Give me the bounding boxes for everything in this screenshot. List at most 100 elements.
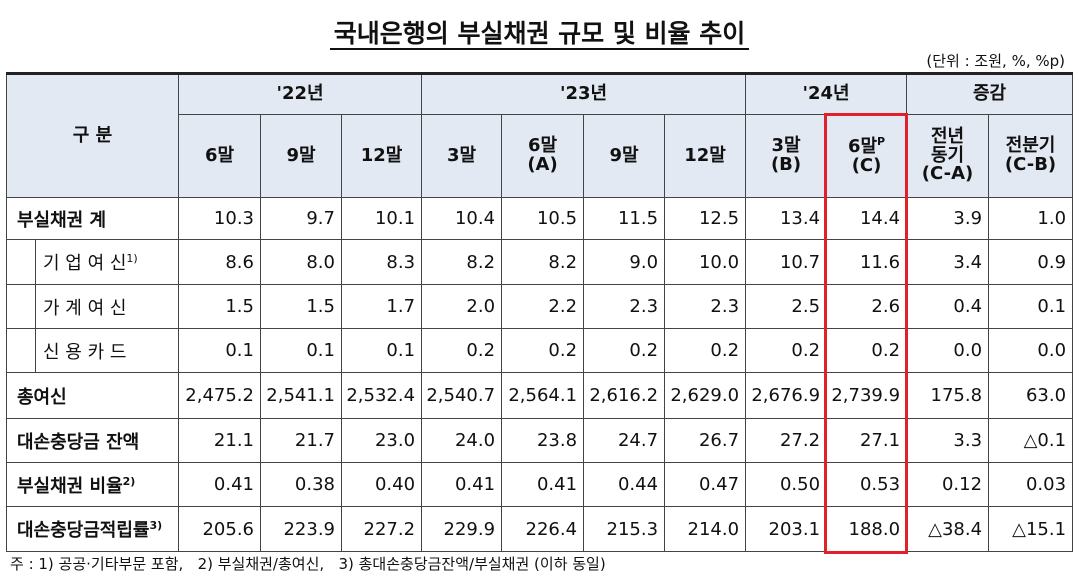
column-label: 3말 (B): [770, 135, 802, 175]
cell: 21.7: [260, 418, 342, 463]
group-header: '23년: [421, 72, 747, 115]
column-label: 전분기 (C-B): [1004, 135, 1057, 175]
table-row: 총여신 2,475.2 2,541.1 2,532.4 2,540.7 2,564.1 2,…: [6, 372, 1074, 419]
cell: 2,540.7: [421, 372, 503, 419]
data-table: 구 분 '22년 '23년 '24년 증감 6말 9말 12말 3말 6말 (A) 9말 12말 3말…: [6, 72, 1074, 552]
cell: 2,629.0: [664, 372, 747, 419]
cell: 8.2: [501, 239, 585, 285]
cell: 10.5: [501, 197, 585, 240]
column-header: 6말: [178, 114, 261, 198]
group-header: '22년: [177, 72, 423, 115]
cell: 2.0: [421, 284, 503, 329]
cell: 11.5: [583, 197, 666, 240]
group-header: '24년: [745, 72, 908, 115]
row-label: 기 업 여 신1): [6, 239, 179, 285]
cell: 2.6: [826, 284, 908, 329]
table-head: 구 분 '22년 '23년 '24년 증감 6말 9말 12말 3말 6말 (A) 9말 12말 3말…: [6, 72, 1074, 198]
cell: 214.0: [664, 506, 747, 552]
cell: 10.4: [421, 197, 503, 240]
footnote-mark: 1): [126, 252, 138, 265]
column-label: 12말: [684, 144, 726, 166]
cell: 203.1: [745, 506, 828, 552]
cell: 2.3: [664, 284, 747, 329]
title-text: 국내은행의 부실채권 규모 및 비율 추이: [329, 19, 750, 50]
column-header: 6말 (A): [501, 114, 585, 198]
cell: 1.5: [178, 284, 261, 329]
column-label: 3말: [446, 144, 477, 166]
table-row: 신 용 카 드 0.1 0.1 0.1 0.2 0.2 0.2 0.2 0.2 0.2 0.0 0.0: [6, 328, 1074, 373]
cell: 0.53: [826, 462, 908, 507]
cell: 23.8: [501, 418, 585, 463]
cell: 3.3: [906, 418, 990, 463]
row-label: 부실채권 비율2): [6, 462, 179, 507]
row-label: 대손충당금적립률3): [6, 506, 179, 552]
row-label-text: 기 업 여 신: [43, 253, 127, 274]
cell: 0.2: [501, 328, 585, 373]
row-label-text: 대손충당금 잔액: [17, 431, 140, 453]
cell: 0.41: [501, 462, 585, 507]
cell: △38.4: [906, 506, 990, 552]
cell: 229.9: [421, 506, 503, 552]
cell: 27.1: [826, 418, 908, 463]
cell: 12.5: [664, 197, 747, 240]
cell: 3.9: [906, 197, 990, 240]
column-header: 9말: [260, 114, 342, 198]
cell: 10.1: [340, 197, 423, 240]
row-label-text: 대손충당금적립률: [17, 520, 150, 541]
cell: △15.1: [988, 506, 1074, 552]
cell: 0.1: [260, 328, 342, 373]
cell: 2,739.9: [826, 372, 908, 419]
cell: 0.0: [988, 328, 1074, 373]
column-label: 6말 (A): [527, 135, 558, 175]
cell: 10.3: [178, 197, 261, 240]
cell: 2,616.2: [583, 372, 666, 419]
column-sub: (C): [851, 155, 882, 176]
cell: 2.3: [583, 284, 666, 329]
cell: 24.0: [421, 418, 503, 463]
corner-header: 구 분: [6, 72, 179, 198]
table-body: 부실채권 계 10.3 9.7 10.1 10.4 10.5 11.5 12.5 13.4 14.…: [6, 197, 1074, 552]
table-row: 부실채권 계 10.3 9.7 10.1 10.4 10.5 11.5 12.5 13.4 14.…: [6, 197, 1074, 240]
cell: 175.8: [906, 372, 990, 419]
cell: 63.0: [988, 372, 1074, 419]
footnote-mark: 3): [149, 519, 163, 532]
cell: 188.0: [826, 506, 908, 552]
cell: 23.0: [340, 418, 423, 463]
row-label: 신 용 카 드: [6, 328, 179, 373]
column-header: 12말: [664, 114, 747, 198]
cell: 0.1: [178, 328, 261, 373]
cell: 2,564.1: [501, 372, 585, 419]
cell: 0.1: [988, 284, 1074, 329]
column-header: 9말: [583, 114, 666, 198]
cell: 8.3: [340, 239, 423, 285]
cell: 205.6: [178, 506, 261, 552]
table-row: 대손충당금 잔액 21.1 21.7 23.0 24.0 23.8 24.7 26.7 27.2…: [6, 418, 1074, 463]
column-label: 9말: [286, 144, 316, 166]
table-row: 대손충당금적립률3) 205.6 223.9 227.2 229.9 226.4 215.3…: [6, 506, 1074, 552]
cell: 0.12: [906, 462, 990, 507]
cell: 14.4: [826, 197, 908, 240]
cell: 10.7: [745, 239, 828, 285]
cell: 3.4: [906, 239, 990, 285]
cell: 0.47: [664, 462, 747, 507]
cell: 0.0: [906, 328, 990, 373]
cell: 27.2: [745, 418, 828, 463]
cell: 0.2: [421, 328, 503, 373]
cell: 8.0: [260, 239, 342, 285]
cell: 0.44: [583, 462, 666, 507]
cell: 0.2: [745, 328, 828, 373]
cell: 1.5: [260, 284, 342, 329]
cell: 11.6: [826, 239, 908, 285]
row-label-text: 가 계 여 신: [43, 297, 127, 319]
cell: 227.2: [340, 506, 423, 552]
cell: 26.7: [664, 418, 747, 463]
cell: 0.50: [745, 462, 828, 507]
column-header: 3말: [421, 114, 503, 198]
cell: 2,541.1: [260, 372, 342, 419]
cell: 0.2: [664, 328, 747, 373]
row-label-text: 부실채권 계: [17, 209, 107, 231]
column-label: 12말: [360, 144, 403, 166]
column-header: 전년 동기 (C-A): [906, 114, 990, 198]
cell: 0.40: [340, 462, 423, 507]
